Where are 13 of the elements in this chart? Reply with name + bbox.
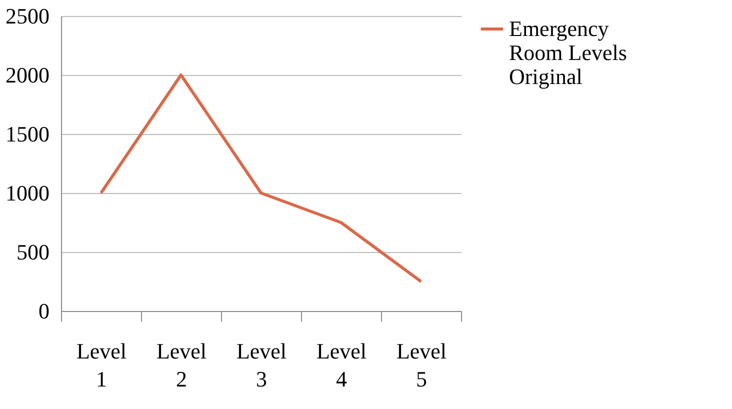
y-tick-label: 500 — [16, 240, 50, 264]
x-tick-label: Level 5 — [396, 338, 447, 392]
x-tick-label: Level 4 — [316, 338, 367, 392]
legend-label: Emergency Room Levels Original — [509, 16, 627, 89]
x-tick-label: Level 1 — [76, 338, 127, 392]
y-tick-label: 0 — [38, 298, 50, 324]
y-tick-label: 2000 — [6, 62, 50, 88]
y-tick-label: 1000 — [6, 180, 50, 206]
x-tick-label: Level 3 — [236, 338, 287, 392]
line-series — [100, 74, 422, 283]
x-tick-label: Level 2 — [156, 338, 207, 392]
y-tick-label: 2500 — [6, 4, 50, 28]
y-tick-label: 1500 — [6, 122, 50, 146]
